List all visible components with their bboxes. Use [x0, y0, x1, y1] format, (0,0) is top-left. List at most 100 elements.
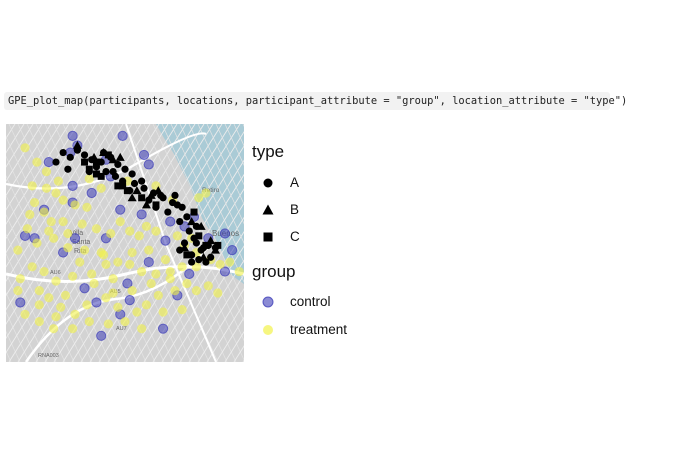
participant-point-treatment: [151, 269, 161, 279]
participant-point-treatment: [15, 274, 25, 284]
participant-point-control: [69, 233, 81, 244]
location-marker-a: [140, 184, 148, 192]
participant-point-control: [67, 180, 78, 191]
location-marker-b: [196, 221, 206, 230]
participant-point-control: [143, 256, 154, 268]
participant-point-treatment: [13, 245, 23, 255]
participant-point-treatment: [25, 209, 35, 220]
participant-point-control: [43, 156, 54, 168]
participant-point-treatment: [70, 309, 80, 319]
location-marker-c: [97, 172, 105, 180]
location-marker-a: [138, 177, 146, 185]
location-marker-c: [152, 201, 160, 209]
location-marker-b: [153, 186, 163, 195]
participant-point-control: [122, 278, 133, 289]
participant-point-treatment: [60, 290, 71, 300]
participant-point-control: [79, 283, 90, 294]
location-marker-a: [183, 213, 191, 221]
participant-point-treatment: [177, 305, 187, 315]
legend-control-swatch: [262, 296, 274, 308]
participant-point-treatment: [49, 324, 59, 334]
participant-point-treatment: [84, 316, 94, 327]
participant-point-treatment: [234, 266, 244, 277]
participant-point-control: [96, 330, 107, 341]
location-marker-a: [130, 179, 139, 188]
location-marker-a: [80, 151, 89, 159]
participant-point-treatment: [151, 226, 161, 236]
location-marker-b: [146, 190, 156, 199]
participant-point-treatment: [75, 257, 85, 267]
participant-point-treatment: [82, 202, 92, 212]
location-marker-c: [138, 194, 146, 202]
participant-point-treatment: [20, 309, 30, 319]
code-command: GPE_plot_map(participants, locations, pa…: [4, 92, 627, 110]
location-marker-c: [92, 170, 100, 178]
location-marker-a: [52, 158, 60, 166]
location-marker-a: [207, 253, 215, 261]
map-label-retiro: Retiro: [202, 187, 220, 194]
participant-point-control: [219, 266, 231, 277]
participant-point-control: [67, 130, 78, 141]
participant-point-treatment: [20, 143, 30, 153]
legend-type-b: B: [290, 202, 300, 217]
participant-point-treatment: [170, 286, 180, 296]
legend-treatment-swatch: [263, 325, 273, 335]
participant-point-treatment: [101, 259, 111, 270]
participant-point-control: [15, 297, 26, 308]
location-marker-b: [127, 193, 137, 202]
location-marker-a: [176, 246, 184, 254]
participant-point-treatment: [115, 216, 125, 227]
participant-point-treatment: [41, 183, 52, 193]
location-marker-c: [123, 187, 131, 195]
participant-point-control: [227, 245, 238, 256]
participant-point-treatment: [87, 269, 97, 279]
participant-point-treatment: [58, 195, 68, 205]
participant-point-treatment: [203, 281, 213, 291]
legend-group-treatment: treatment: [290, 322, 348, 337]
participant-point-treatment: [137, 266, 147, 277]
participant-point-treatment: [53, 176, 63, 186]
location-marker-a: [192, 239, 200, 247]
participant-point-treatment: [41, 167, 52, 177]
participant-point-control: [184, 268, 195, 280]
location-marker-c: [104, 151, 112, 159]
map-label-au7: AU7: [116, 326, 127, 332]
participant-point-treatment: [146, 278, 156, 289]
location-marker-b: [115, 152, 125, 161]
participant-point-treatment: [27, 181, 37, 191]
location-marker-a: [59, 148, 67, 157]
location-marker-b: [199, 252, 209, 261]
participant-point-treatment: [22, 224, 33, 234]
participant-point-control: [143, 159, 154, 170]
participant-point-treatment: [125, 226, 135, 236]
location-marker-c: [202, 241, 210, 249]
location-marker-a: [185, 227, 193, 235]
participant-point-treatment: [39, 266, 49, 277]
map-label-santa: Santa: [72, 239, 90, 246]
location-marker-a: [64, 165, 72, 173]
location-marker-a: [195, 256, 203, 264]
location-marker-c: [214, 241, 222, 249]
location-marker-b: [132, 186, 142, 195]
participant-point-treatment: [70, 200, 80, 210]
location-marker-a: [128, 170, 136, 178]
participant-point-control: [138, 149, 150, 161]
participant-point-treatment: [46, 216, 56, 227]
participant-point-treatment: [13, 286, 23, 296]
participant-point-treatment: [141, 221, 152, 231]
location-marker-a: [164, 208, 172, 216]
participant-point-control: [115, 204, 126, 215]
participant-point-control: [86, 187, 97, 199]
participant-point-treatment: [172, 231, 182, 241]
legend-square-icon: [263, 232, 273, 242]
participant-point-treatment: [108, 288, 118, 298]
participant-point-control: [117, 130, 128, 141]
legend-group-control: control: [290, 294, 331, 309]
participant-point-treatment: [113, 257, 123, 267]
map-label-au6: AU6: [50, 270, 61, 276]
participant-point-treatment: [82, 300, 92, 310]
legend-type-c: C: [290, 229, 300, 244]
participant-point-treatment: [120, 316, 130, 327]
location-marker-c: [81, 158, 89, 166]
participant-point-treatment: [68, 324, 78, 334]
